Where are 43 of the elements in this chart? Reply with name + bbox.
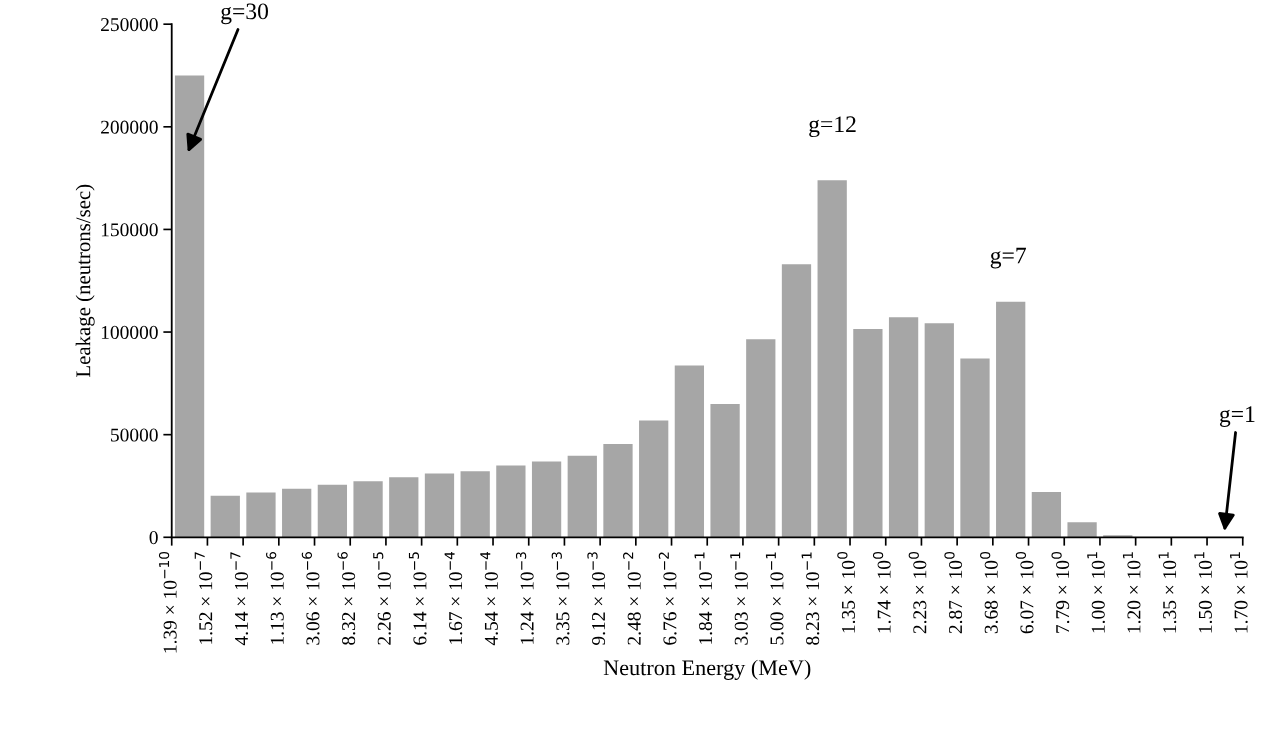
annotation: g=7	[990, 247, 1026, 269]
y-axis-title: Leakage (neutrons/sec)	[75, 184, 95, 378]
y-tick-label: 0	[149, 531, 158, 545]
x-tick-label: 5.00 × 10$^{−1}$	[765, 552, 784, 645]
x-tick-label: 4.54 × 10$^{−4}$	[480, 551, 498, 646]
x-tick-label: 1.13 × 10$^{−6}$	[266, 552, 284, 644]
x-tick-label: 1.24 × 10$^{−3}$	[515, 552, 534, 644]
x-tick-label: 1.35 × 10$^{0}$	[837, 551, 856, 633]
annotation: g=12	[809, 116, 856, 138]
x-tick-label: 1.74 × 10$^{0}$	[872, 551, 891, 633]
x-tick-label: 8.32 × 10$^{−6}$	[337, 552, 356, 645]
x-tick-label: 3.68 × 10$^{0}$	[980, 551, 998, 634]
text: g=30	[221, 3, 269, 25]
x-tick-label: 1.52 × 10$^{−7}$	[194, 552, 213, 644]
x-tick-label: 1.84 × 10$^{−1}$	[694, 552, 713, 644]
x-tick-label: 1.00 × 10$^{1}$	[1087, 552, 1105, 633]
x-tick-label: 2.23 × 10$^{0}$	[908, 551, 927, 634]
x-tick-label: 1.70 × 10$^{1}$	[1230, 552, 1248, 633]
x-tick-label: 1.39 × 10$^{−10}$	[158, 551, 177, 653]
x-tick-label: 3.03 × 10$^{−1}$	[730, 552, 748, 645]
x-tick-label: 1.50 × 10$^{1}$	[1194, 552, 1212, 633]
annotation: g=1	[1219, 406, 1255, 427]
x-tick-label: 6.14 × 10$^{−5}$	[408, 552, 427, 645]
x-axis-title: Neutron Energy (MeV)	[603, 659, 811, 680]
y-tick-label: 150000	[101, 223, 158, 237]
y-tick-label: 100000	[101, 325, 158, 339]
x-tick-label: 3.35 × 10$^{−3}$	[551, 552, 570, 645]
x-tick-label: 1.20 × 10$^{1}$	[1122, 552, 1141, 633]
y-tick-label: 50000	[111, 428, 158, 442]
x-tick-label: 3.06 × 10$^{−6}$	[301, 552, 320, 645]
y-tick-label: 250000	[101, 18, 158, 32]
y-tick-label: 200000	[101, 120, 158, 134]
x-tick-label: 8.23 × 10$^{−1}$	[801, 552, 820, 645]
x-tick-label: 2.26 × 10$^{−5}$	[373, 552, 391, 645]
x-tick-label: 1.35 × 10$^{1}$	[1158, 552, 1177, 633]
x-tick-label: 9.12 × 10$^{−3}$	[587, 552, 606, 645]
x-tick-label: 4.14 × 10$^{−7}$	[230, 552, 249, 646]
x-tick-label: 7.79 × 10$^{0}$	[1051, 551, 1070, 633]
x-tick-label: 6.76 × 10$^{−2}$	[658, 552, 677, 645]
x-tick-label: 2.87 × 10$^{0}$	[944, 551, 963, 634]
x-tick-label: 2.48 × 10$^{−2}$	[623, 552, 641, 645]
x-tick-label: 1.67 × 10$^{−4}$	[444, 551, 463, 644]
x-tick-label: 6.07 × 10$^{0}$	[1015, 551, 1034, 634]
